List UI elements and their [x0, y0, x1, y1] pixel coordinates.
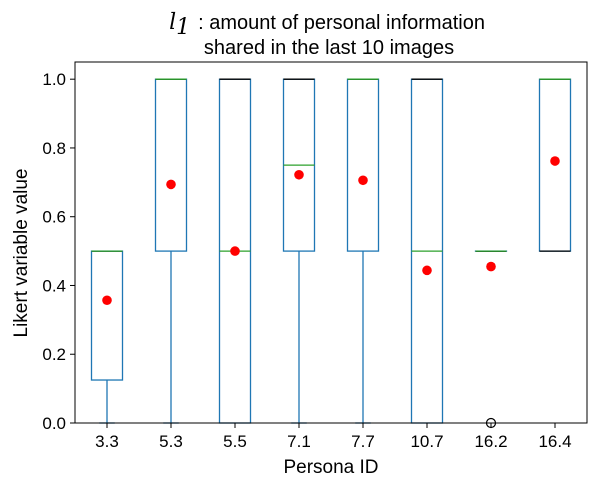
x-tick-label: 10.7	[410, 432, 443, 451]
y-tick-label: 1.0	[42, 70, 66, 89]
box-iqr	[90, 250, 124, 381]
x-tick-label: 16.4	[538, 432, 571, 451]
mean-marker	[294, 169, 304, 180]
box-group-16.2	[474, 250, 508, 429]
box-group-3.3	[90, 250, 124, 424]
box-group-7.7	[346, 78, 380, 424]
chart-title-text: : amount of personal information	[198, 12, 485, 34]
chart-title-math-symbol: l	[169, 10, 176, 35]
x-tick-label: 7.1	[287, 432, 311, 451]
mean-marker	[102, 295, 112, 306]
y-axis-label: Likert variable value	[11, 169, 32, 338]
chart-title-line-2: shared in the last 10 images	[204, 37, 454, 59]
chart-title-line-1: l1 : amount of personal information	[169, 10, 485, 40]
x-tick-label: 5.3	[159, 432, 183, 451]
axes: 0.0 0.2 0.4 0.6 0.8 1.0 3.3 5.3 5.5 7.1 7.7 10.7 16.…	[42, 61, 588, 451]
y-tick-label: 0.8	[42, 139, 66, 158]
x-tick-label: 7.7	[351, 432, 375, 451]
x-axis-label: Persona ID	[283, 457, 378, 478]
x-tick-label: 3.3	[95, 432, 119, 451]
plot-frame	[74, 61, 588, 424]
box-group-16.4	[538, 78, 572, 252]
mean-marker	[358, 175, 368, 186]
chart-title: l1 : amount of personal information share…	[169, 10, 485, 59]
box-group-10.7	[410, 78, 444, 424]
mean-marker	[550, 156, 560, 166]
box-group-5.5	[218, 78, 252, 424]
box-iqr	[346, 78, 380, 252]
x-tick-label: 16.2	[474, 432, 507, 451]
mean-marker	[230, 246, 240, 256]
box-group-7.1	[282, 78, 316, 424]
y-tick-label: 0.6	[42, 208, 66, 227]
plot-area	[90, 78, 572, 429]
y-tick-label: 0.0	[42, 414, 66, 433]
mean-marker	[166, 179, 176, 190]
y-tick-label: 0.4	[42, 276, 66, 295]
y-tick-label: 0.2	[42, 345, 66, 364]
chart-title-math-subscript: 1	[176, 15, 190, 40]
mean-marker	[486, 261, 496, 272]
box-group-5.3	[154, 78, 188, 424]
mean-marker	[422, 265, 432, 276]
box-iqr	[154, 78, 188, 252]
x-tick-label: 5.5	[223, 432, 247, 451]
